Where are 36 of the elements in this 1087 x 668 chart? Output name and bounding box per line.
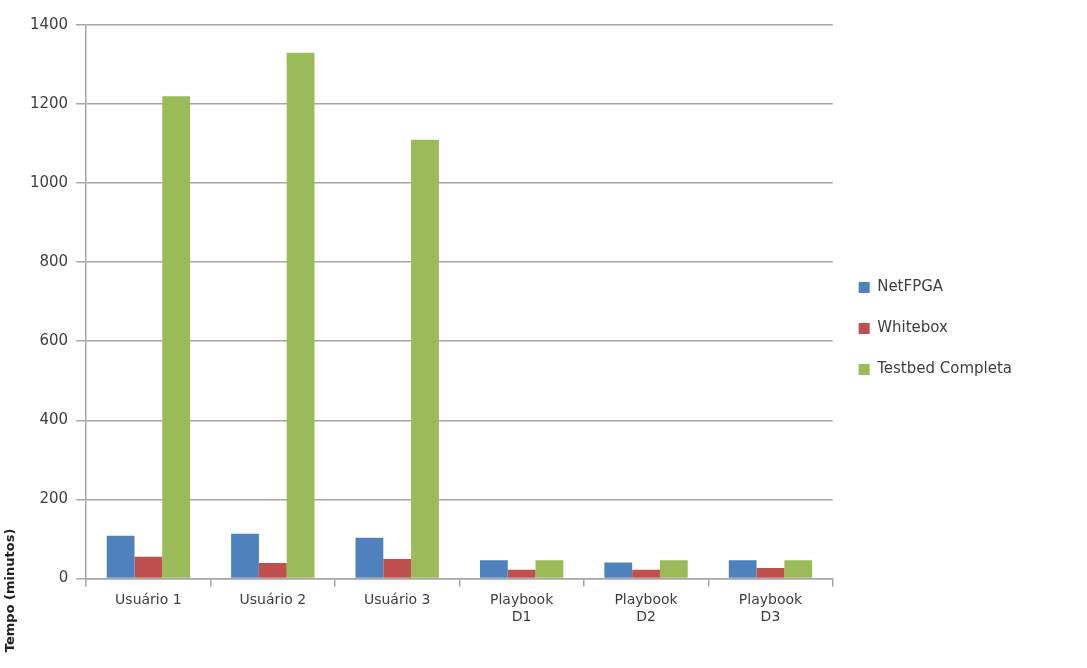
- legend-label: NetFPGA: [877, 277, 944, 296]
- bar: [535, 560, 564, 578]
- bar: [383, 559, 412, 578]
- bar: [632, 569, 660, 578]
- bar: [411, 139, 439, 578]
- y-tick-label: 1000: [29, 173, 69, 191]
- bar: [162, 96, 191, 578]
- x-tick-label: Playbook D3: [738, 591, 804, 625]
- y-tick-label: 1200: [29, 93, 69, 112]
- x-tick-label: Usuário 3: [363, 591, 431, 608]
- y-tick-label: 200: [39, 489, 69, 508]
- bar: [756, 568, 785, 578]
- bar: [659, 560, 688, 578]
- x-tick-label: Usuário 2: [239, 591, 307, 608]
- x-tick-label: Playbook D2: [614, 591, 679, 625]
- bar: [728, 560, 757, 578]
- legend-label: Whitebox: [877, 318, 949, 337]
- bar: [355, 537, 384, 578]
- y-tick-label: 800: [39, 252, 69, 271]
- bar: [106, 535, 135, 578]
- legend-label: Testbed Completa: [876, 359, 1013, 378]
- bar: [286, 52, 315, 578]
- y-axis-title: Tempo (minutos): [2, 528, 18, 653]
- bar: [479, 560, 508, 578]
- bar: [604, 562, 633, 578]
- bar: [258, 562, 287, 578]
- bar: [784, 560, 813, 578]
- y-tick-label: 600: [39, 331, 69, 350]
- x-tick-label: Usuário 1: [115, 591, 182, 608]
- y-tick-label: 0: [58, 568, 69, 587]
- x-tick-label: Playbook D1: [489, 591, 555, 625]
- bar: [507, 569, 536, 578]
- y-tick-label: 1400: [29, 14, 69, 33]
- y-tick-label: 400: [39, 410, 69, 429]
- bar: [134, 556, 163, 578]
- bar: [231, 533, 259, 578]
